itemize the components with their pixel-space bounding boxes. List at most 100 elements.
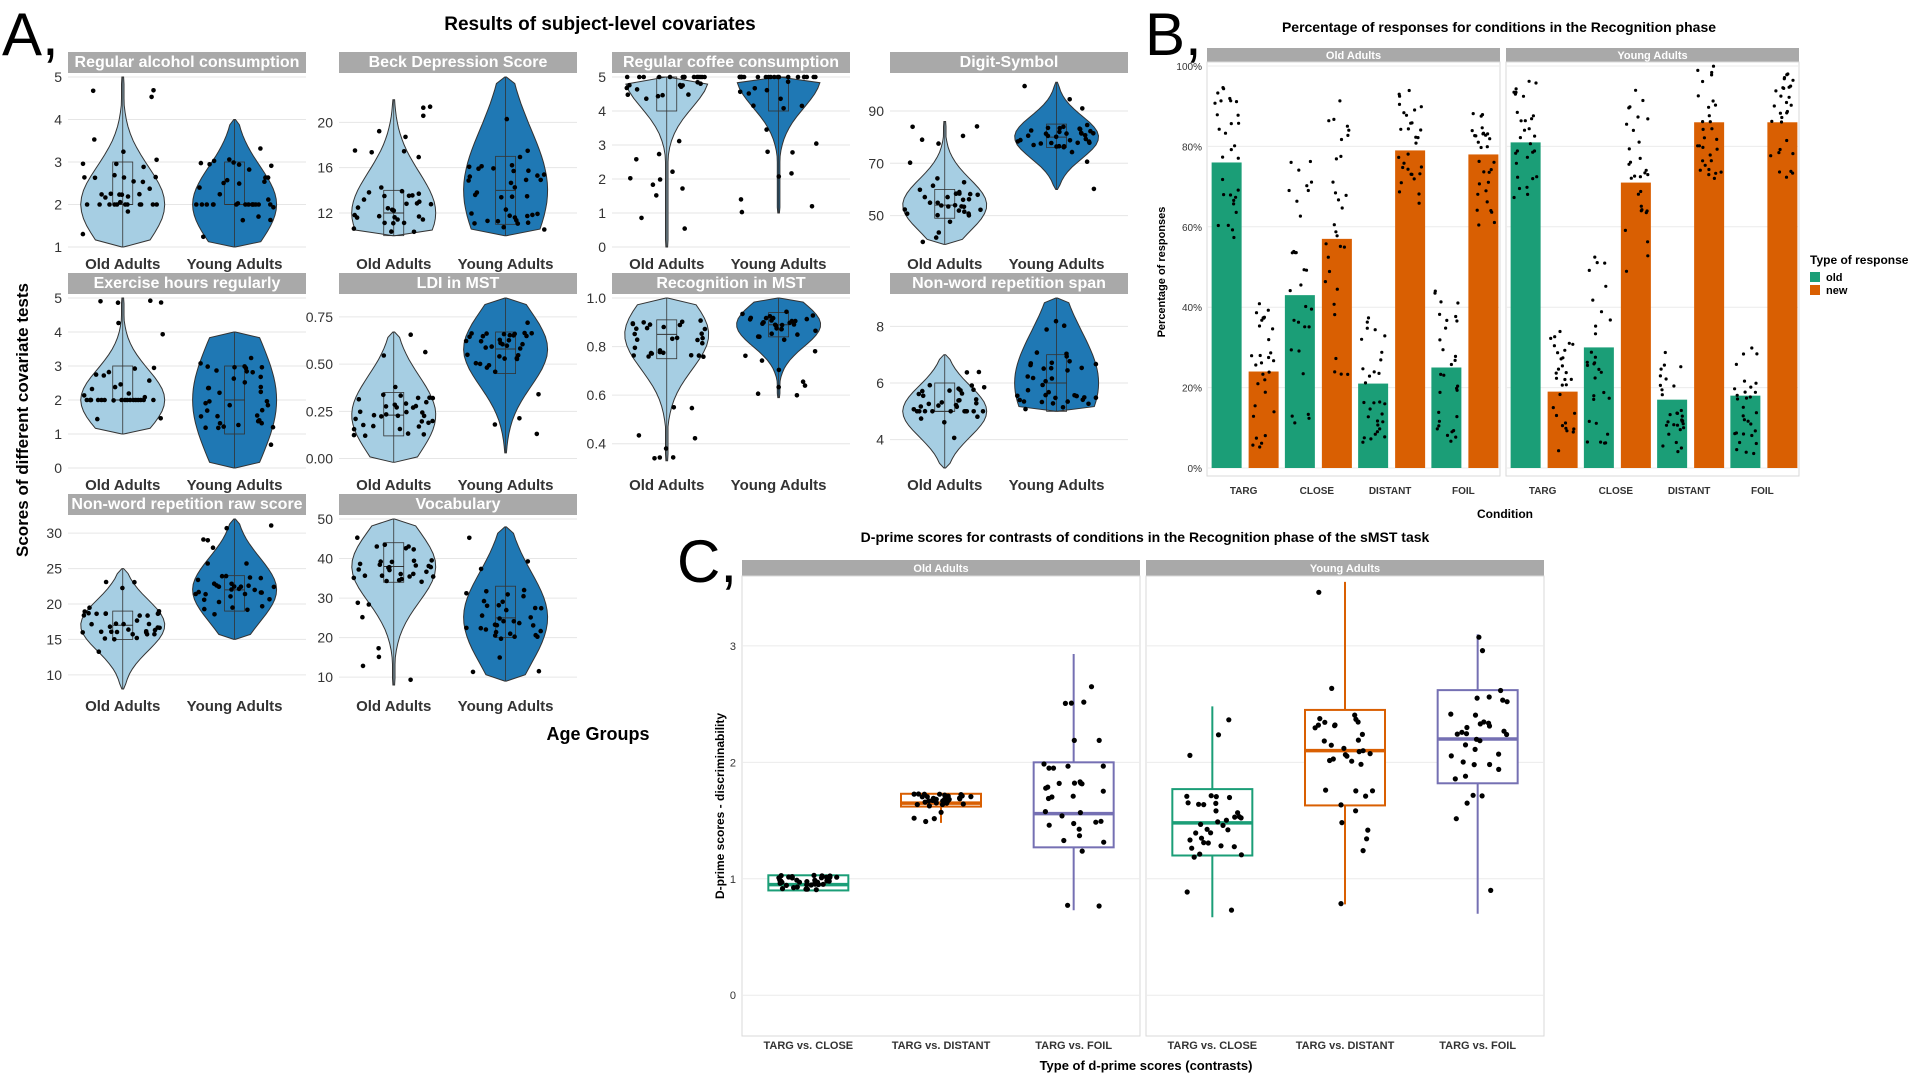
data-point xyxy=(935,200,940,206)
data-point xyxy=(1381,420,1385,424)
data-point xyxy=(1753,429,1757,433)
data-point xyxy=(1593,255,1597,259)
box-facet-0: Old Adults 0 1 2 3 TARG vs. CLOSE TARG vs. DIS… xyxy=(730,560,1141,1052)
data-point xyxy=(1712,176,1716,180)
data-point xyxy=(503,207,509,212)
data-point xyxy=(203,591,208,597)
data-point xyxy=(776,384,781,390)
data-point xyxy=(1017,397,1022,403)
data-point xyxy=(974,124,980,129)
data-point xyxy=(398,571,404,577)
data-point xyxy=(1711,64,1716,68)
y-tick-label: 1 xyxy=(54,239,62,255)
data-point xyxy=(1304,268,1309,272)
data-point xyxy=(752,86,758,91)
data-point xyxy=(1333,191,1338,195)
data-point xyxy=(361,422,366,428)
data-point xyxy=(755,391,761,397)
data-point xyxy=(1484,189,1488,193)
data-point xyxy=(1205,840,1211,846)
data-point xyxy=(1437,410,1441,414)
data-point xyxy=(1719,170,1723,174)
data-point xyxy=(158,416,163,421)
data-point xyxy=(1361,440,1365,444)
data-point xyxy=(407,574,412,579)
data-point xyxy=(521,593,526,599)
facet-border xyxy=(1145,575,1545,1037)
data-point xyxy=(89,621,94,627)
data-point xyxy=(1487,170,1491,174)
data-point xyxy=(1471,112,1475,116)
bar-new xyxy=(1620,182,1651,468)
data-point xyxy=(1778,111,1782,115)
data-point xyxy=(1301,372,1305,376)
data-point xyxy=(939,801,946,808)
data-point xyxy=(240,217,246,223)
data-point xyxy=(910,124,915,130)
data-point xyxy=(1641,98,1645,103)
data-point xyxy=(399,188,405,194)
data-point xyxy=(917,187,923,193)
data-point xyxy=(515,221,521,226)
data-point xyxy=(132,579,137,585)
data-point xyxy=(1525,155,1529,159)
y-tick-label: 2 xyxy=(598,171,606,187)
y-tick-label: 30 xyxy=(317,590,333,606)
data-point xyxy=(980,409,986,414)
data-point xyxy=(1306,188,1310,193)
data-point xyxy=(207,399,212,404)
data-point xyxy=(919,794,925,800)
data-point xyxy=(217,390,222,396)
data-point xyxy=(469,331,474,336)
data-point xyxy=(1360,337,1364,341)
data-point xyxy=(1702,136,1706,140)
data-point xyxy=(634,326,639,332)
data-point xyxy=(1076,826,1082,832)
data-point xyxy=(1025,133,1031,138)
y-tick-label: 20 xyxy=(317,630,333,646)
data-point xyxy=(755,74,761,80)
data-point xyxy=(1521,94,1526,98)
data-point xyxy=(1045,125,1051,131)
data-point xyxy=(1412,177,1416,181)
data-point xyxy=(1772,104,1776,108)
data-point xyxy=(918,416,924,421)
data-point xyxy=(1335,234,1339,238)
data-point xyxy=(251,202,256,207)
facet-8: Non-word repetition raw score 10 15 20 25 30 O… xyxy=(46,494,306,715)
data-point xyxy=(1406,127,1410,131)
data-point xyxy=(1309,180,1314,184)
data-point xyxy=(920,239,926,245)
data-point xyxy=(776,367,782,373)
data-point xyxy=(1028,128,1034,133)
data-point xyxy=(794,393,800,398)
data-point xyxy=(1585,363,1590,367)
data-point xyxy=(1339,137,1344,142)
data-point xyxy=(93,372,99,377)
data-point xyxy=(258,384,264,390)
data-point xyxy=(1517,186,1522,191)
data-point xyxy=(1235,810,1241,816)
data-point xyxy=(1231,844,1237,850)
data-point xyxy=(764,87,770,93)
data-point xyxy=(121,149,126,154)
data-point xyxy=(1338,802,1344,808)
data-point xyxy=(107,624,113,629)
data-point xyxy=(1191,854,1197,860)
data-point xyxy=(1072,393,1077,398)
y-tick-label: 40 xyxy=(317,551,333,567)
data-point xyxy=(1053,134,1059,140)
y-tick-label: 3 xyxy=(730,641,736,653)
data-point xyxy=(1208,830,1214,836)
data-point xyxy=(1564,371,1568,375)
data-point xyxy=(657,177,663,182)
x-tick-label: Young Adults xyxy=(187,477,283,494)
facet-strip xyxy=(1506,48,1799,62)
data-point xyxy=(224,525,229,531)
data-point xyxy=(961,180,967,185)
data-point xyxy=(354,215,360,220)
data-point xyxy=(1045,133,1051,139)
data-point xyxy=(1437,424,1441,428)
data-point xyxy=(411,571,416,577)
data-point xyxy=(1338,244,1342,248)
